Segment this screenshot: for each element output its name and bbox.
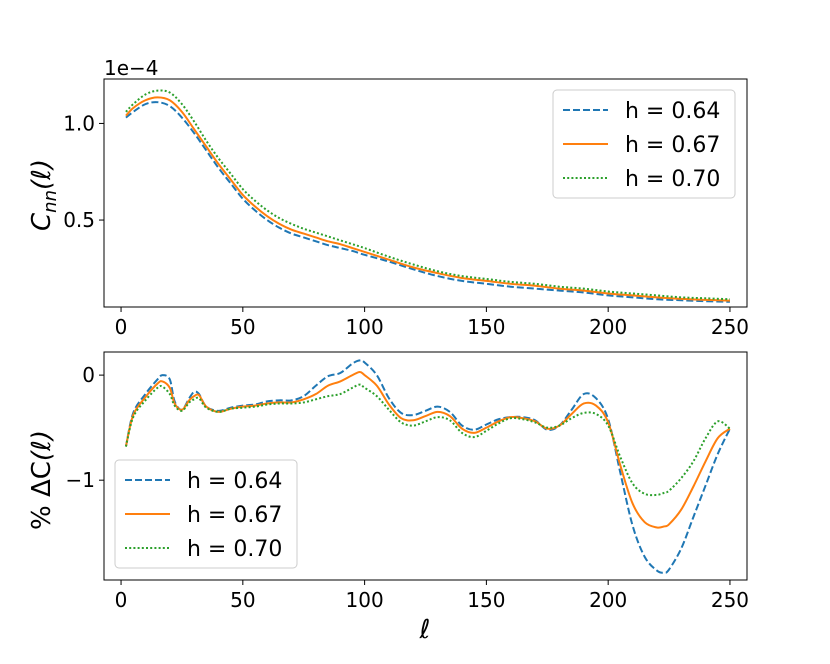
y-axis-label: % ΔC(ℓ) xyxy=(27,430,57,530)
plot-frame xyxy=(103,78,748,308)
bottom-panel-delta-c: 0 50 100 150 200 250−10% ΔC(ℓ)ℓh = 0.64h = 0.… xyxy=(27,351,749,645)
legend: h = 0.64 h = 0.67 h = 0.70 xyxy=(552,89,736,199)
series-line-064 xyxy=(125,101,730,303)
legend-label: h = 0.67 xyxy=(625,133,720,158)
x-axis-label: ℓ xyxy=(419,615,431,645)
legend-label: h = 0.64 xyxy=(187,469,282,494)
x-tick-label: 0 xyxy=(115,588,128,612)
legend-box xyxy=(114,459,298,569)
x-tick-label: 0 xyxy=(115,315,128,339)
y-axis-label-main: % ΔC xyxy=(27,461,57,530)
y-offset-text: 1e−4 xyxy=(104,56,159,80)
y-axis-label-argument: (ℓ) xyxy=(27,159,57,190)
y-axis-label: Cnn(ℓ) xyxy=(27,159,61,231)
legend-label: h = 0.70 xyxy=(187,537,282,562)
x-tick-label: 200 xyxy=(589,315,627,339)
legend-label: h = 0.70 xyxy=(625,167,720,192)
y-axis-label-subscript: nn xyxy=(40,190,61,213)
y-tick-label: −1 xyxy=(66,468,95,492)
y-tick-label: 1.0 xyxy=(63,111,95,135)
series-line-070 xyxy=(125,89,730,301)
y-tick-label: 0 xyxy=(82,363,95,387)
legend-box xyxy=(552,89,736,199)
legend-label: h = 0.64 xyxy=(625,99,720,124)
y-axis-label-argument: (ℓ) xyxy=(27,430,57,461)
legend: h = 0.64 h = 0.67 h = 0.70 xyxy=(114,459,298,569)
x-tick-label: 250 xyxy=(711,588,749,612)
series-line-067 xyxy=(124,370,731,529)
x-tick-label: 100 xyxy=(346,315,384,339)
plot-frame xyxy=(103,351,748,581)
x-tick-label: 50 xyxy=(230,315,255,339)
x-tick-label: 200 xyxy=(589,588,627,612)
x-tick-label: 150 xyxy=(467,315,505,339)
y-tick-label: 0.5 xyxy=(63,208,95,232)
x-tick-label: 100 xyxy=(346,588,384,612)
legend-label: h = 0.67 xyxy=(187,503,282,528)
series-line-067 xyxy=(125,96,730,302)
x-tick-label: 150 xyxy=(467,588,505,612)
y-axis-label-main: C xyxy=(27,212,57,231)
series-line-064 xyxy=(124,359,731,574)
x-tick-label: 50 xyxy=(230,588,255,612)
x-tick-label: 250 xyxy=(711,315,749,339)
